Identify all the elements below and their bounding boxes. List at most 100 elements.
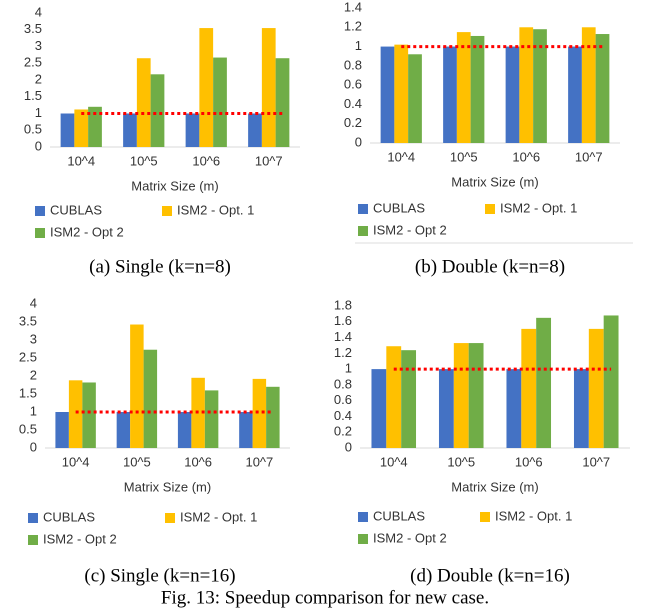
- legend-label: ISM2 - Opt 2: [43, 531, 117, 546]
- bar: [521, 328, 537, 448]
- bar: [177, 412, 192, 448]
- y-tick-label: 1.4: [334, 329, 352, 344]
- x-tick-label: 10^6: [192, 153, 220, 168]
- y-tick-label: 2: [35, 71, 42, 86]
- legend-swatch: [358, 512, 368, 522]
- bar: [275, 58, 290, 147]
- bar: [380, 46, 395, 144]
- y-tick-label: 1.4: [344, 0, 362, 14]
- y-tick-label: 0.8: [344, 57, 362, 72]
- x-tick-label: 10^6: [512, 149, 540, 164]
- bar: [438, 369, 454, 448]
- y-tick-label: 0: [355, 134, 362, 149]
- y-tick-label: 0.5: [19, 421, 37, 436]
- y-tick-label: 3.5: [19, 313, 37, 328]
- x-tick-label: 10^7: [575, 149, 603, 164]
- y-tick-label: 4: [30, 295, 37, 310]
- bar: [453, 343, 469, 448]
- bar: [401, 350, 417, 448]
- bar: [568, 46, 582, 144]
- y-tick-label: 1: [30, 403, 37, 418]
- bar: [239, 412, 253, 448]
- y-tick-label: 4: [35, 4, 42, 19]
- y-tick-label: 0.5: [24, 122, 42, 137]
- y-tick-label: 0.8: [334, 376, 352, 391]
- bar: [143, 349, 158, 448]
- bar: [505, 46, 520, 144]
- subcaption: (c) Single (k=n=16): [84, 565, 235, 586]
- legend-label: CUBLAS: [43, 509, 95, 524]
- legend-label: ISM2 - Opt. 1: [177, 202, 254, 217]
- legend-swatch: [28, 513, 38, 523]
- bar: [204, 390, 219, 448]
- bar: [386, 346, 402, 448]
- y-tick-label: 1.5: [19, 385, 37, 400]
- bar: [252, 378, 267, 448]
- y-tick-label: 0.6: [334, 392, 352, 407]
- legend-swatch: [162, 206, 172, 216]
- bar: [470, 35, 485, 143]
- x-tick-label: 10^5: [130, 153, 158, 168]
- legend-label: ISM2 - Opt 2: [50, 224, 124, 239]
- x-tick-label: 10^4: [380, 454, 408, 469]
- x-tick-label: 10^6: [515, 454, 543, 469]
- bar: [408, 54, 422, 143]
- legend-swatch: [165, 513, 175, 523]
- bar: [185, 113, 200, 147]
- y-tick-label: 0.4: [344, 96, 362, 111]
- bar: [456, 32, 471, 143]
- subcaption: (a) Single (k=n=8): [89, 256, 231, 277]
- x-tick-label: 10^7: [245, 454, 273, 469]
- legend-swatch: [358, 534, 368, 544]
- y-tick-label: 1.6: [334, 313, 352, 328]
- bar: [603, 315, 619, 448]
- y-tick-label: 0.4: [334, 408, 352, 423]
- x-tick-label: 10^4: [387, 149, 415, 164]
- y-tick-label: 3: [30, 331, 37, 346]
- x-axis-label: Matrix Size (m): [451, 479, 538, 494]
- legend-label: ISM2 - Opt. 1: [180, 509, 257, 524]
- legend-label: ISM2 - Opt. 1: [495, 508, 572, 523]
- legend-swatch: [358, 204, 368, 214]
- bar: [82, 382, 96, 448]
- y-tick-label: 0: [345, 439, 352, 454]
- legend-swatch: [28, 535, 38, 545]
- x-tick-label: 10^5: [447, 454, 475, 469]
- y-tick-label: 2.5: [19, 349, 37, 364]
- y-tick-label: 1: [35, 105, 42, 120]
- bar: [88, 106, 102, 147]
- legend-label: CUBLAS: [50, 202, 102, 217]
- bar: [248, 113, 262, 147]
- x-axis-label: Matrix Size (m): [451, 174, 538, 189]
- bar: [74, 109, 89, 147]
- x-tick-label: 10^4: [62, 454, 90, 469]
- bar: [130, 324, 144, 448]
- x-tick-label: 10^5: [123, 454, 151, 469]
- bar: [213, 57, 227, 147]
- bar: [68, 380, 83, 448]
- y-tick-label: 0.2: [334, 424, 352, 439]
- figure-caption: Fig. 13: Speedup comparison for new case…: [161, 587, 489, 608]
- x-tick-label: 10^6: [184, 454, 212, 469]
- y-tick-label: 1: [345, 361, 352, 376]
- y-tick-label: 0: [30, 439, 37, 454]
- bar: [394, 44, 409, 144]
- bar: [595, 34, 610, 143]
- bar: [261, 28, 276, 148]
- y-tick-label: 3: [35, 38, 42, 53]
- bar: [60, 113, 75, 147]
- legend-swatch: [480, 512, 490, 522]
- legend-label: CUBLAS: [373, 200, 425, 215]
- bar: [536, 317, 552, 448]
- y-tick-label: 1.2: [344, 19, 362, 34]
- legend-label: ISM2 - Opt 2: [373, 530, 447, 545]
- bar: [136, 58, 151, 147]
- bar: [266, 386, 280, 448]
- bar: [371, 369, 387, 448]
- x-tick-label: 10^7: [582, 454, 610, 469]
- y-tick-label: 1.8: [334, 297, 352, 312]
- y-tick-label: 1.5: [24, 88, 42, 103]
- bar: [506, 369, 522, 448]
- bar: [468, 343, 484, 448]
